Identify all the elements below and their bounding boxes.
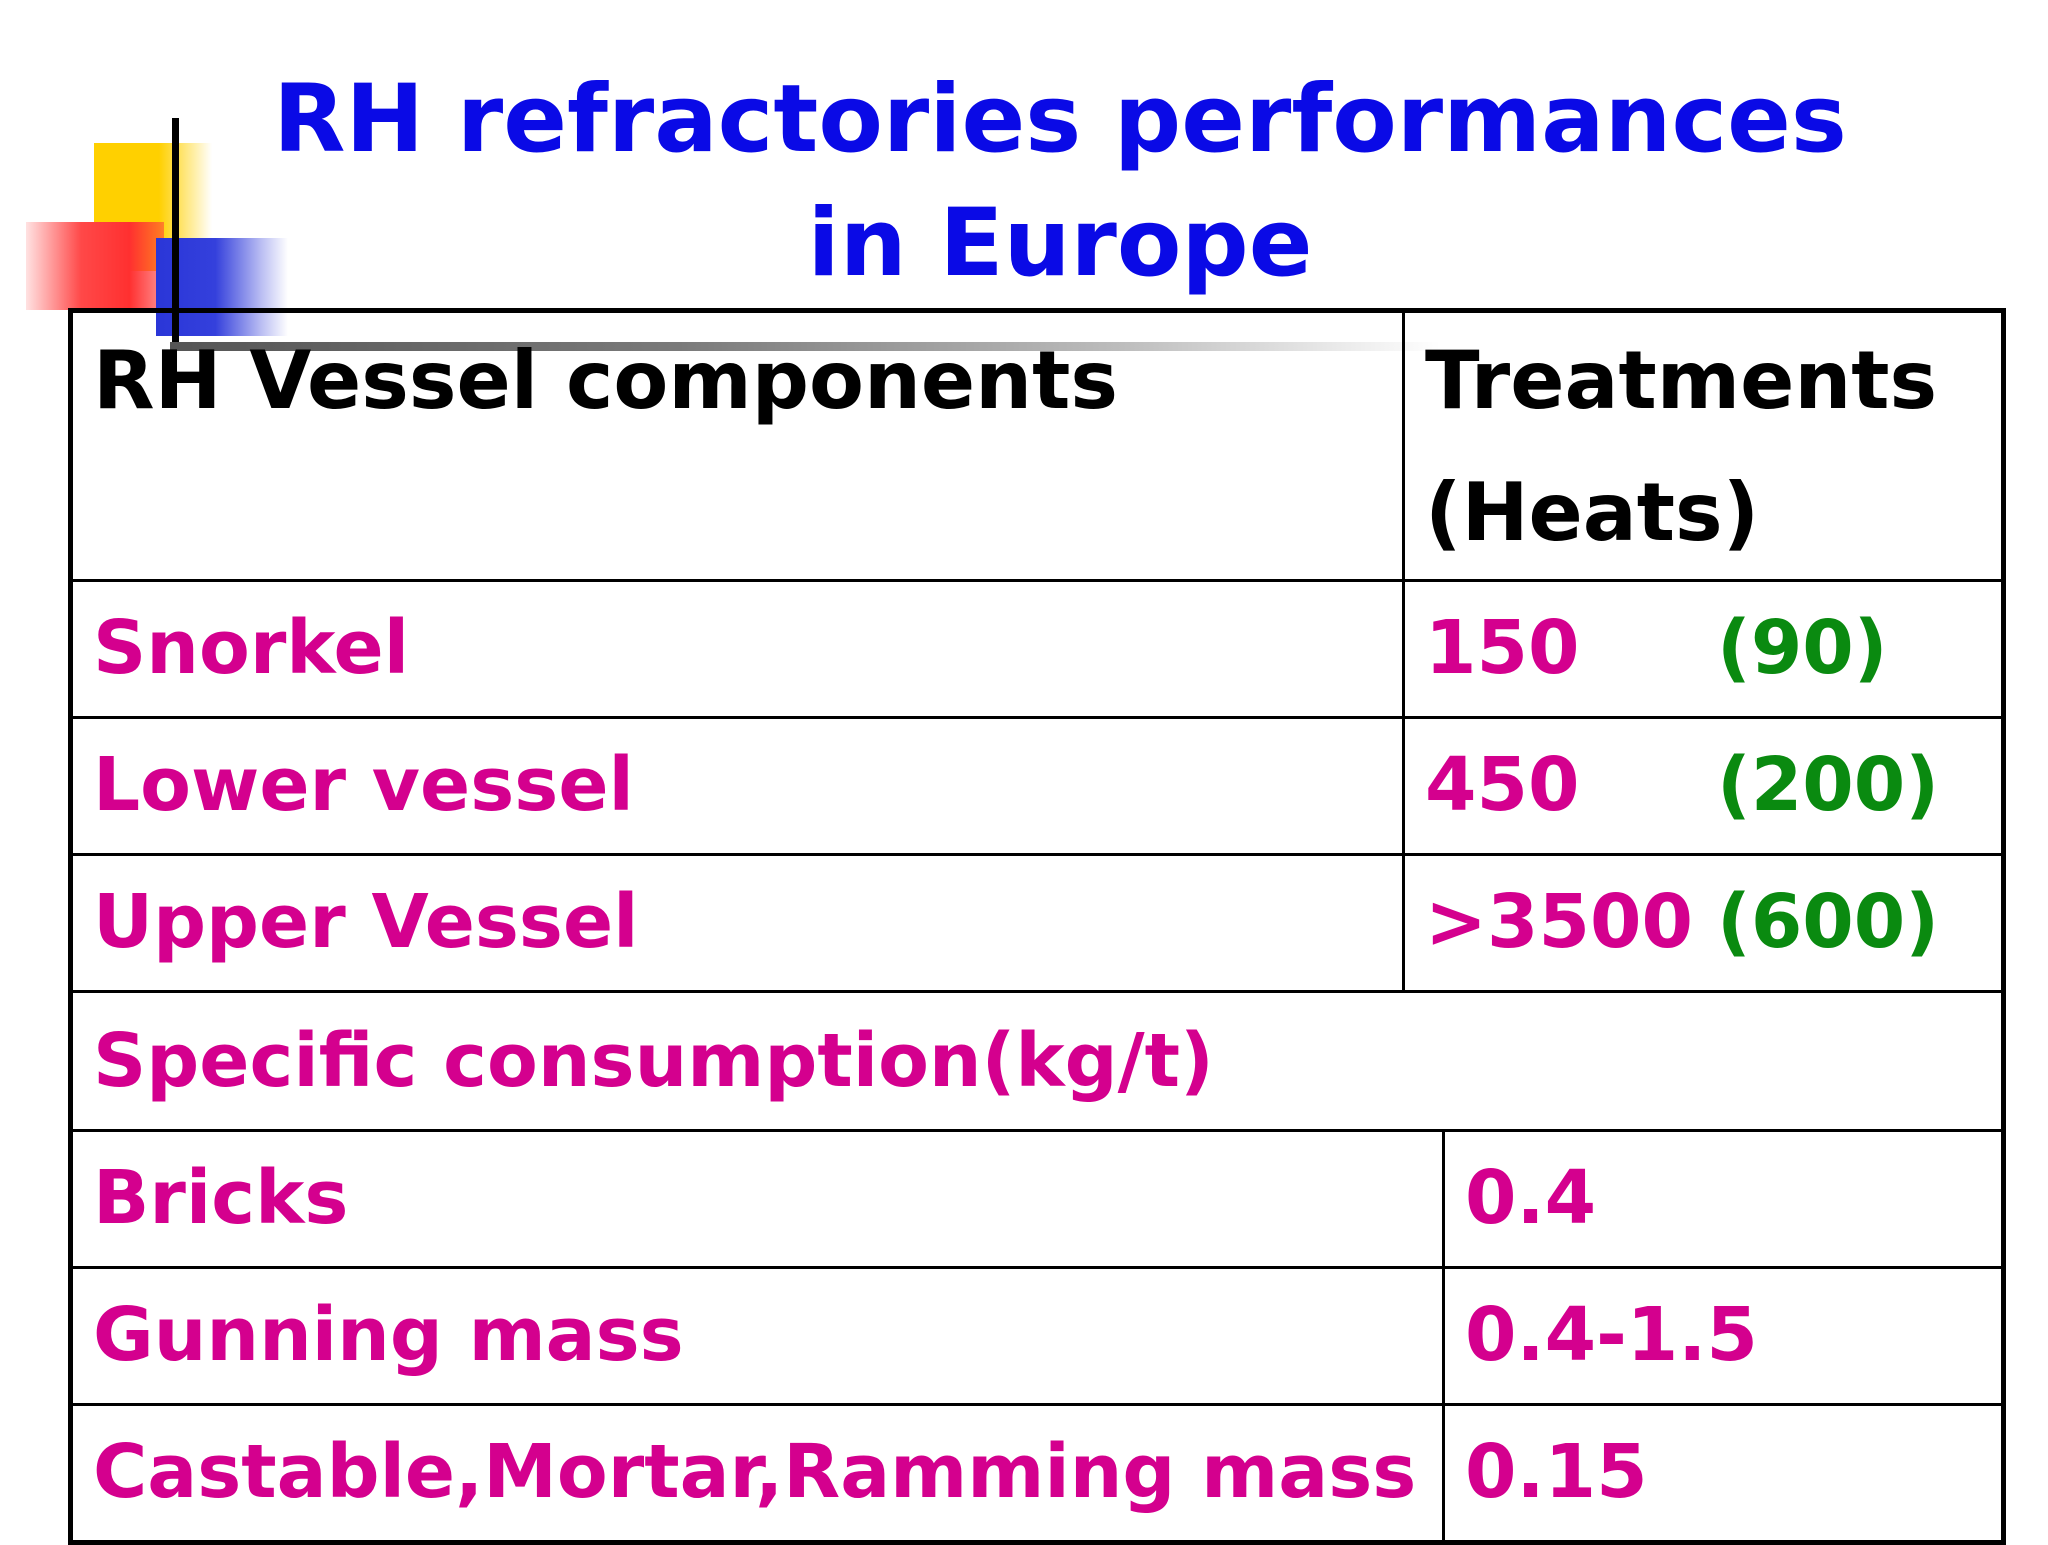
consumption-item-value: 0.4-1.5 [1442, 1266, 2005, 1406]
header-treatments-line1: Treatments [1425, 334, 1938, 427]
component-heats-cell: 450 (200) [1402, 716, 2005, 856]
consumption-item-name: Gunning mass [69, 1266, 1445, 1406]
table-row: Snorkel 150 (90) [69, 579, 2005, 719]
component-heats-cell: >3500 (600) [1402, 853, 2005, 993]
header-treatments: Treatments (Heats) [1402, 309, 2005, 582]
heats-value: 450 [1425, 742, 1580, 828]
heats-value: 150 [1425, 605, 1580, 691]
heats-paren-value: (200) [1717, 742, 1940, 828]
refractories-table: RH Vessel components Treatments (Heats) … [68, 308, 2006, 1545]
component-name: Lower vessel [69, 716, 1405, 856]
heats-paren-value: (600) [1717, 879, 1940, 965]
vertical-rule [172, 118, 179, 344]
table-row: Castable,Mortar,Ramming mass 0.15 [69, 1403, 2005, 1544]
header-treatments-line2: (Heats) [1425, 466, 1760, 559]
consumption-heading-row: Specific consumption(kg/t) [69, 990, 2005, 1132]
component-name: Snorkel [69, 579, 1405, 719]
component-heats-cell: 150 (90) [1402, 579, 2005, 719]
consumption-heading: Specific consumption(kg/t) [69, 990, 2005, 1132]
title-line-2: in Europe [807, 189, 1313, 298]
table-header-row: RH Vessel components Treatments (Heats) [69, 309, 2005, 582]
consumption-item-value: 0.4 [1442, 1129, 2005, 1269]
table-row: Upper Vessel >3500 (600) [69, 853, 2005, 993]
header-components: RH Vessel components [69, 309, 1405, 582]
heats-paren-value: (90) [1717, 605, 1888, 691]
component-name: Upper Vessel [69, 853, 1405, 993]
red-square [26, 222, 164, 310]
consumption-item-value: 0.15 [1442, 1403, 2005, 1544]
table-row: Gunning mass 0.4-1.5 [69, 1266, 2005, 1406]
table-row: Lower vessel 450 (200) [69, 716, 2005, 856]
slide-title: RH refractories performances in Europe [140, 58, 1980, 306]
title-line-1: RH refractories performances [273, 65, 1847, 174]
consumption-item-name: Bricks [69, 1129, 1445, 1269]
heats-value: >3500 [1425, 879, 1693, 965]
table-row: Bricks 0.4 [69, 1129, 2005, 1269]
consumption-item-name: Castable,Mortar,Ramming mass [69, 1403, 1445, 1544]
